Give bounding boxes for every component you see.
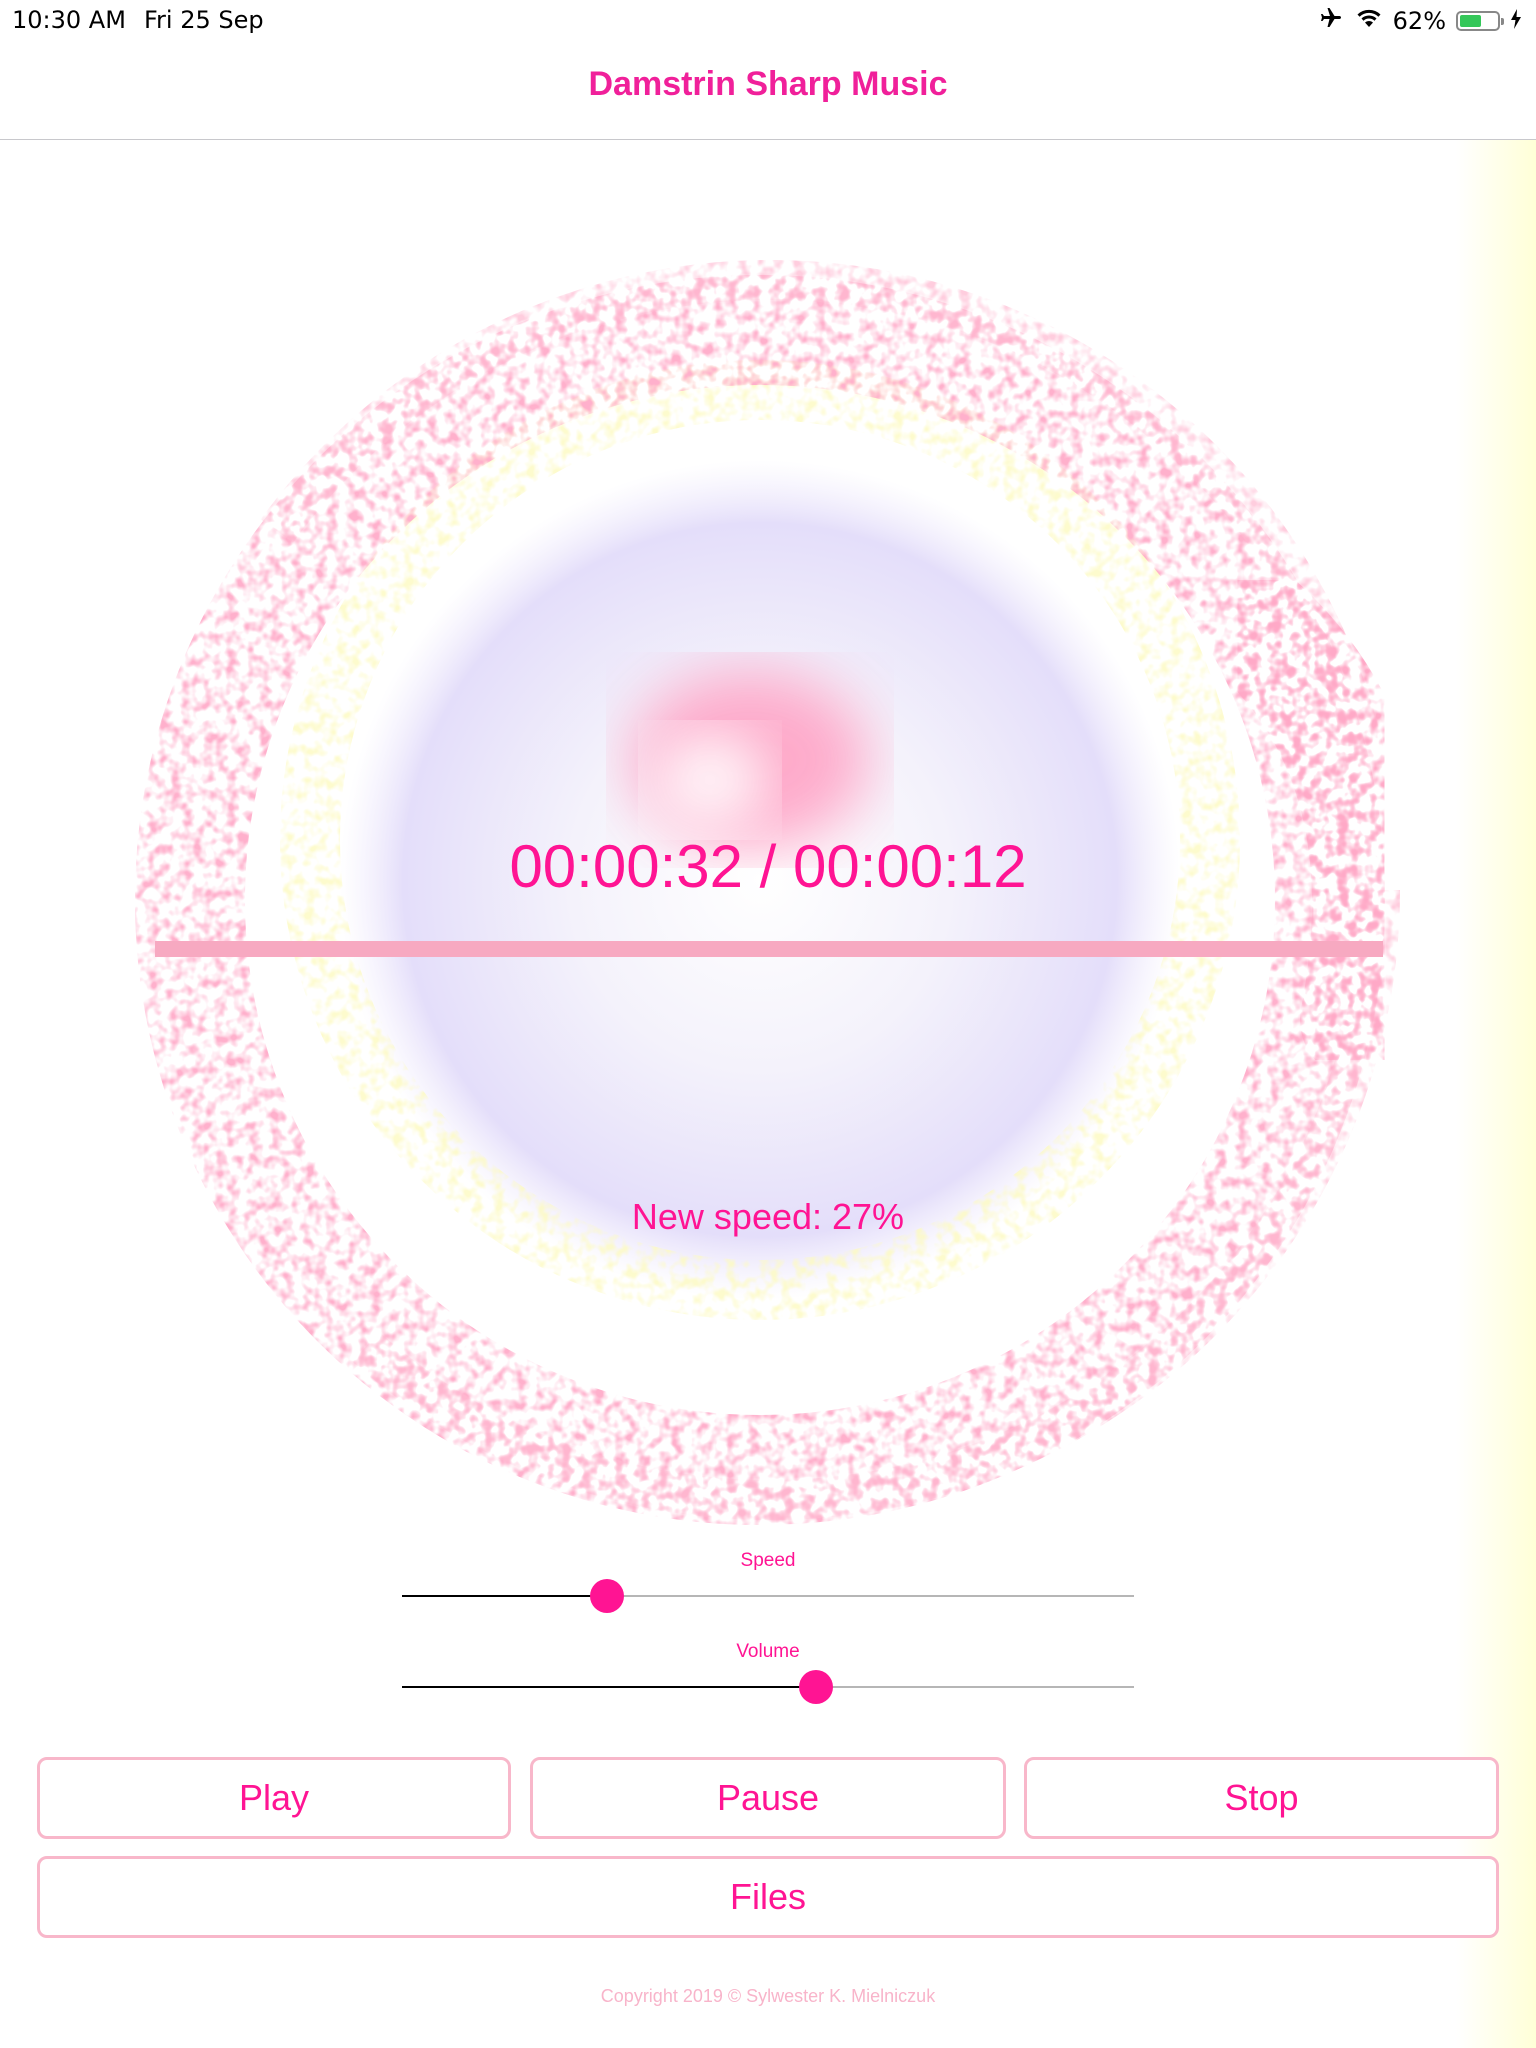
battery-fill [1460, 15, 1481, 27]
progress-fill [155, 941, 1383, 957]
pause-button[interactable]: Pause [530, 1757, 1006, 1839]
airplane-icon [1317, 6, 1345, 36]
battery-icon [1456, 11, 1504, 31]
volume-slider-label: Volume [736, 1641, 800, 1662]
status-indicators: 62% [1317, 6, 1522, 36]
progress-bar[interactable] [155, 941, 1383, 957]
app-title: Damstrin Sharp Music [588, 65, 948, 103]
speed-status: New speed: 27% [631, 1196, 905, 1237]
speed-slider-thumb[interactable] [589, 1579, 624, 1613]
navigation-bar: Damstrin Sharp Music [0, 40, 1536, 140]
volume-slider-thumb[interactable] [798, 1670, 833, 1704]
play-button[interactable]: Play [37, 1757, 511, 1839]
status-bar: 10:30 AM Fri 25 Sep 62% [0, 0, 1536, 40]
copyright-footer: Copyright 2019 © Sylwester K. Mielniczuk [600, 1986, 936, 2006]
swirl-artwork [135, 260, 1432, 1525]
right-edge-glow [1456, 140, 1536, 2048]
speed-slider-fill [402, 1595, 607, 1597]
status-date: Fri 25 Sep [144, 6, 264, 34]
yellow-ring [280, 360, 1240, 1320]
center-highlight [650, 730, 770, 830]
files-button[interactable]: Files [37, 1856, 1499, 1938]
volume-slider[interactable]: Volume [402, 1641, 1134, 1707]
time-display: 00:00:32 / 00:00:12 [509, 833, 1027, 900]
volume-slider-fill [402, 1686, 816, 1688]
wifi-icon [1355, 7, 1383, 35]
battery-percent: 62% [1392, 7, 1446, 35]
volume-slider-track[interactable] [402, 1686, 1134, 1688]
speed-slider[interactable]: Speed [402, 1550, 1134, 1616]
charging-icon [1510, 7, 1522, 35]
status-time: 10:30 AM [12, 6, 126, 34]
pink-brush-stroke [1190, 560, 1432, 1080]
speed-slider-label: Speed [740, 1550, 796, 1571]
speed-slider-track[interactable] [402, 1595, 1134, 1597]
stop-button[interactable]: Stop [1024, 1757, 1499, 1839]
center-glow [340, 460, 1180, 1300]
